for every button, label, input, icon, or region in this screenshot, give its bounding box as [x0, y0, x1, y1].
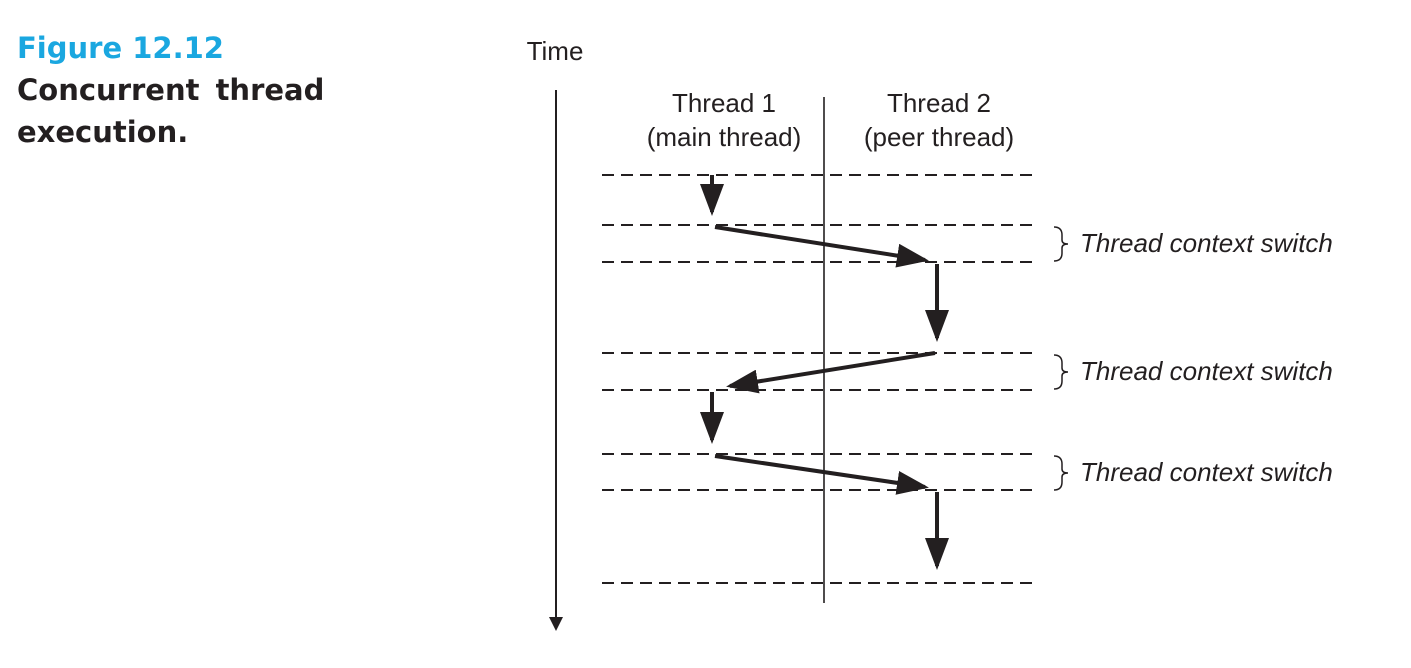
thread-1-subtitle: (main thread) — [647, 122, 802, 152]
brace-icon — [1053, 455, 1069, 491]
thread-2-subtitle: (peer thread) — [864, 122, 1014, 152]
braces — [1053, 226, 1069, 491]
context-switch-label: Thread context switch — [1080, 356, 1333, 386]
time-axis-arrowhead-icon — [549, 617, 563, 631]
context-switch-label: Thread context switch — [1080, 228, 1333, 258]
context-switch-arrow — [714, 454, 929, 495]
figure-number: Figure 12.12 — [17, 31, 224, 65]
context-switch-arrow — [714, 225, 929, 268]
time-markers — [602, 174, 1037, 584]
thread-1-name: Thread 1 — [672, 88, 776, 118]
context-switch-label: Thread context switch — [1080, 457, 1333, 487]
brace-icon — [1053, 226, 1069, 262]
execution-arrows — [700, 175, 949, 570]
figure-title: Concurrent thread execution. — [17, 73, 325, 149]
time-label: Time — [527, 36, 584, 66]
brace-icon — [1053, 354, 1069, 390]
context-switch-arrow — [726, 351, 936, 394]
thread-2-name: Thread 2 — [887, 88, 991, 118]
